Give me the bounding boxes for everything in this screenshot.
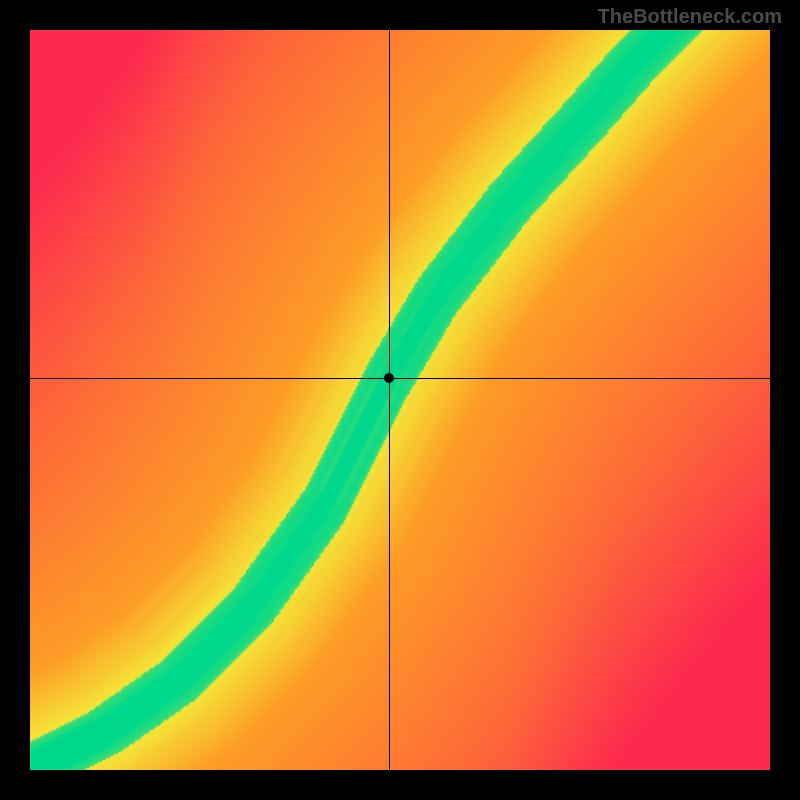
heatmap-canvas [30,30,770,770]
crosshair-vertical [389,30,390,770]
crosshair-horizontal [30,378,770,379]
watermark-text: TheBottleneck.com [598,6,782,29]
data-point-marker [384,373,394,383]
plot-frame [30,30,770,770]
